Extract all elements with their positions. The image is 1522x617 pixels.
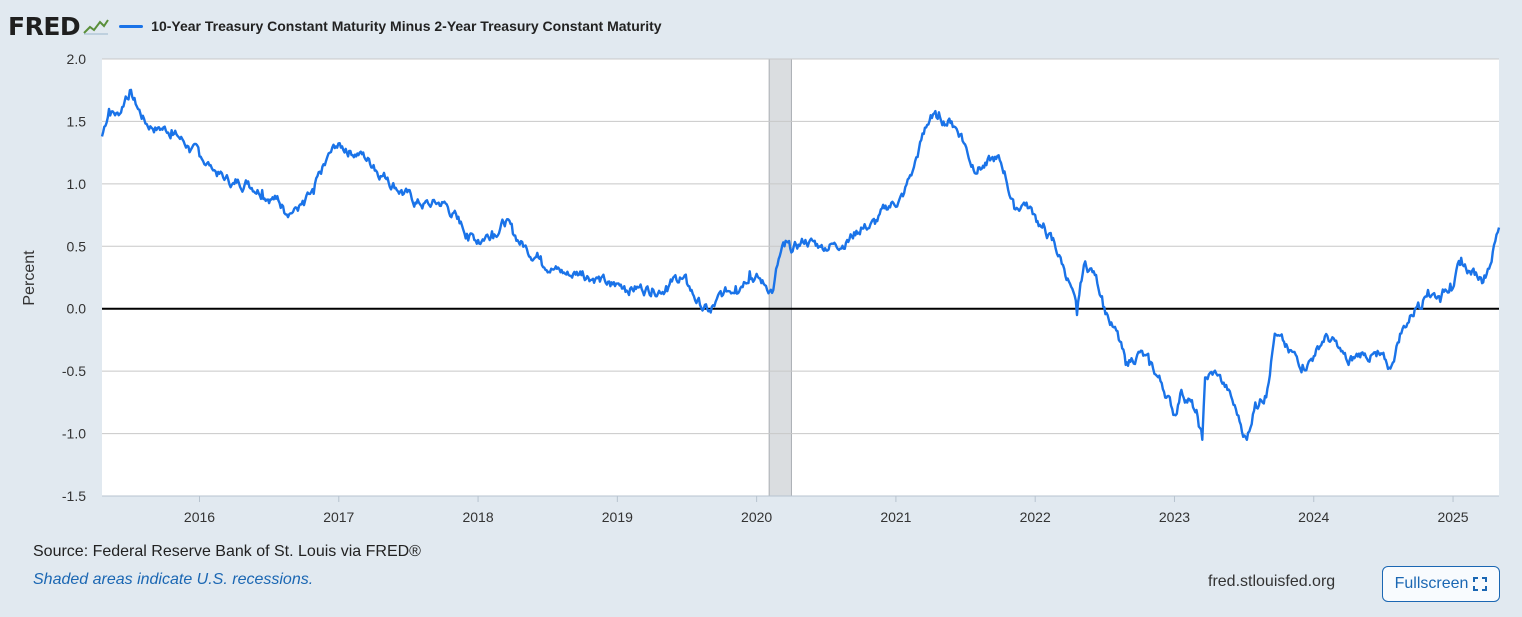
y-tick-label: -0.5 — [62, 363, 86, 379]
fred-logo[interactable]: FRED — [8, 11, 81, 41]
x-tick-label: 2019 — [602, 509, 633, 525]
fullscreen-icon — [1473, 577, 1488, 591]
x-tick-label: 2022 — [1020, 509, 1051, 525]
y-tick-label: 2.0 — [67, 51, 87, 67]
legend-series-label[interactable]: 10-Year Treasury Constant Maturity Minus… — [151, 18, 662, 34]
source-note: Source: Federal Reserve Bank of St. Loui… — [33, 543, 421, 560]
fullscreen-button[interactable]: Fullscreen — [1382, 566, 1500, 602]
y-tick-label: -1.0 — [62, 426, 86, 442]
fullscreen-label: Fullscreen — [1394, 575, 1469, 592]
x-tick-labels: 2016 2017 2018 2019 2020 2021 2022 2023 2024 2025 — [102, 495, 1499, 525]
y-tick-label: -1.5 — [62, 488, 86, 504]
x-tick-label: 2018 — [462, 509, 493, 525]
y-tick-label: 0.5 — [67, 238, 87, 254]
recession-shading-layer — [768, 58, 792, 497]
recession-note: Shaded areas indicate U.S. recessions. — [33, 571, 314, 588]
y-tick-labels: -1.5 -1.0 -0.5 0.0 0.5 1.0 1.5 2.0 — [62, 51, 86, 504]
x-tick-label: 2024 — [1298, 509, 1329, 525]
y-tick-label: 1.0 — [67, 176, 87, 192]
chart-header: FRED 10-Year Treasury Constant Maturity … — [8, 10, 662, 42]
y-axis-label: Percent — [21, 250, 38, 306]
plot-area — [102, 59, 1499, 496]
x-tick-label: 2017 — [323, 509, 354, 525]
site-link[interactable]: fred.stlouisfed.org — [1208, 573, 1336, 590]
legend-series-swatch — [119, 24, 144, 28]
x-tick-label: 2016 — [184, 509, 215, 525]
fred-logo-graph-icon — [83, 19, 110, 35]
x-tick-label: 2020 — [741, 509, 772, 525]
series-line[interactable] — [100, 88, 1501, 441]
grid-layer — [102, 58, 1499, 497]
series-layer — [100, 88, 1501, 441]
recession-band — [768, 58, 792, 497]
y-tick-label: 0.0 — [67, 301, 87, 317]
x-tick-label: 2025 — [1437, 509, 1468, 525]
x-tick-label: 2021 — [880, 509, 911, 525]
y-tick-label: 1.5 — [67, 113, 87, 129]
x-tick-label: 2023 — [1159, 509, 1190, 525]
